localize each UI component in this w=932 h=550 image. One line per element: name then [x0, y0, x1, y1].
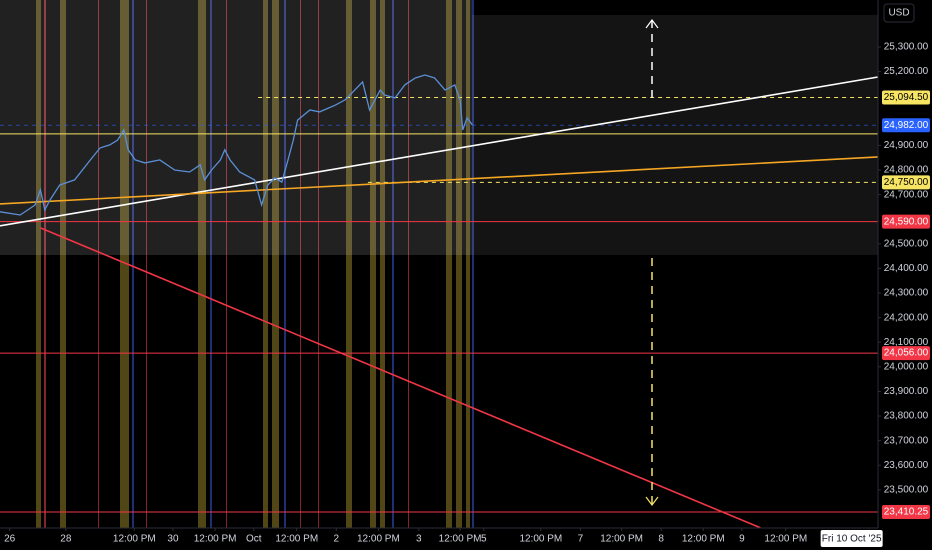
currency-box[interactable]: [883, 3, 915, 23]
x-tick-label: 7: [578, 534, 584, 545]
session-band: [210, 0, 212, 528]
axis-labels: 25,300.0025,200.0024,900.0024,800.0024,7…: [4, 42, 930, 547]
session-band: [132, 0, 134, 528]
y-tick-label: 23,600.00: [884, 460, 929, 471]
session-band: [272, 0, 279, 528]
session-band: [284, 0, 286, 528]
x-tick-label: 5: [481, 534, 487, 545]
trend-line: [40, 227, 761, 529]
y-tick-label: 25,200.00: [884, 66, 929, 77]
x-tick-label: 12:00 PM: [113, 534, 156, 545]
y-tick-label: 24,000.00: [884, 361, 929, 372]
y-tick-label: 25,300.00: [884, 42, 929, 53]
session-band: [318, 0, 319, 528]
session-band: [44, 0, 46, 528]
session-band: [300, 0, 301, 528]
session-band: [60, 0, 66, 528]
price-label: 23,410.25: [884, 507, 929, 518]
price-label-box: [882, 346, 930, 361]
x-tick-label: 12:00 PM: [194, 534, 237, 545]
session-band: [408, 0, 409, 528]
session-band: [370, 0, 376, 528]
time-axis: [0, 528, 932, 550]
x-tick-label: 12:00 PM: [439, 534, 482, 545]
price-label: 25,094.50: [884, 92, 929, 103]
trend-line: [0, 76, 879, 227]
session-band: [198, 0, 206, 528]
session-band: [456, 0, 462, 528]
y-tick-label: 24,100.00: [884, 337, 929, 348]
session-band: [466, 0, 470, 528]
price-label: 24,056.00: [884, 348, 929, 359]
plot: [0, 74, 879, 529]
session-band: [226, 0, 227, 528]
y-tick-label: 24,200.00: [884, 312, 929, 323]
session-band: [36, 0, 41, 528]
y-tick-label: 24,800.00: [884, 165, 929, 176]
session-bands: [36, 0, 474, 528]
y-tick-label: 23,900.00: [884, 386, 929, 397]
session-band: [380, 0, 385, 528]
measure-arrow: [645, 496, 659, 506]
y-tick-label: 23,800.00: [884, 411, 929, 422]
currency-label: USD: [888, 8, 909, 19]
session-band: [263, 0, 268, 528]
session-band: [98, 0, 99, 528]
x-tick-label: 12:00 PM: [357, 534, 400, 545]
price-line: [0, 74, 473, 216]
x-tick-label: Oct: [246, 534, 262, 545]
x-tick-label: 26: [4, 534, 16, 545]
price-label-box: [882, 504, 930, 519]
price-label-box: [882, 90, 930, 105]
x-tick-label: 3: [416, 534, 422, 545]
y-tick-label: 23,500.00: [884, 485, 929, 496]
y-tick-label: 24,300.00: [884, 288, 929, 299]
cursor-label-box: [820, 530, 883, 547]
session-band: [446, 0, 452, 528]
price-label: 24,590.00: [884, 216, 929, 227]
session-band: [392, 0, 394, 528]
x-tick-label: 12:00 PM: [519, 534, 562, 545]
y-tick-label: 24,900.00: [884, 140, 929, 151]
x-tick-label: 30: [167, 534, 179, 545]
price-label-box: [882, 214, 930, 229]
x-tick-label: 9: [739, 534, 745, 545]
x-tick-label: 12:00 PM: [275, 534, 318, 545]
price-label: 24,750.00: [884, 177, 929, 188]
x-tick-label: 12:00 PM: [682, 534, 725, 545]
session-band: [346, 0, 352, 528]
price-label-box: [882, 175, 930, 190]
y-tick-label: 24,700.00: [884, 189, 929, 200]
x-tick-label: 28: [60, 534, 72, 545]
x-tick-label: 8: [658, 534, 664, 545]
x-tick-label: 12:00 PM: [764, 534, 807, 545]
y-tick-label: 24,500.00: [884, 238, 929, 249]
x-tick-label: 2: [333, 534, 339, 545]
session-band: [472, 0, 474, 528]
session-band: [146, 0, 147, 528]
trend-line: [0, 156, 879, 205]
y-tick-label: 23,700.00: [884, 435, 929, 446]
measure-arrow: [645, 19, 659, 29]
range-shade: [0, 0, 472, 255]
x-tick-label: 12:00 PM: [600, 534, 643, 545]
price-label: 24,982.00: [884, 120, 929, 131]
price-label-box: [882, 118, 930, 133]
session-band: [120, 0, 129, 528]
cursor-label: Fri 10 Oct '25: [822, 534, 882, 545]
y-tick-label: 24,400.00: [884, 263, 929, 274]
